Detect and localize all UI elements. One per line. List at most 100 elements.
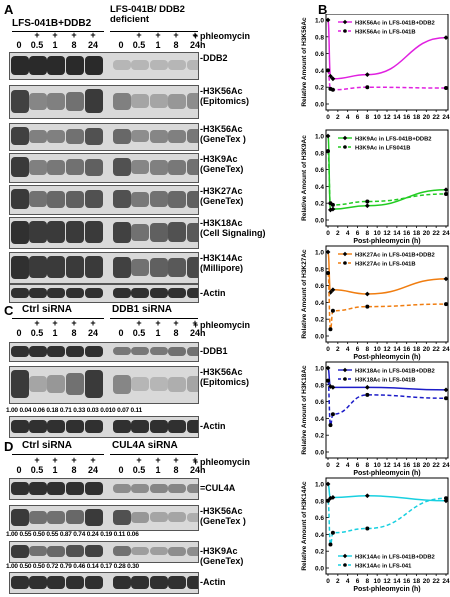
band — [113, 375, 131, 394]
band — [168, 191, 186, 208]
plus-sign: + — [136, 318, 142, 328]
x-tick-label: 24 — [442, 114, 450, 121]
data-point — [365, 85, 370, 90]
x-tick-label: 20 — [423, 578, 431, 585]
y-tick-label: 0.2 — [315, 85, 324, 92]
plus-sign: + — [71, 455, 77, 465]
band — [47, 375, 65, 393]
legend-label: H3K18Ac in LFS-041B — [355, 377, 416, 383]
x-tick-label: 18 — [413, 462, 421, 469]
band — [113, 93, 131, 110]
band — [29, 420, 47, 433]
blot-label: -Actin — [200, 577, 226, 587]
line-chart: 0.00.20.40.60.81.00 2 4 6 8 10 12 14 16 18 20 22 24R… — [301, 14, 450, 121]
band — [131, 484, 149, 493]
y-axis-label: Relative Amount of H3K56Ac — [301, 17, 308, 107]
band — [29, 160, 47, 175]
line-chart: 0.00.20.40.60.81.00 2 4 6 8 10 12 14 16 18 20 22 24P… — [301, 477, 450, 593]
legend-label: H3K56Ac in LFS-041B+DDB2 — [355, 20, 435, 26]
band — [187, 547, 198, 556]
band — [131, 192, 149, 207]
timepoint-label: 8 — [173, 40, 179, 50]
band — [131, 576, 149, 589]
data-point — [326, 149, 330, 154]
legend-label: H3K27Ac in LFS-041B — [355, 261, 416, 267]
series-line — [327, 19, 447, 80]
legend-marker — [343, 29, 347, 33]
data-point — [444, 191, 448, 196]
legend-marker — [343, 261, 347, 265]
band — [150, 420, 168, 433]
band — [29, 482, 47, 495]
band — [113, 222, 131, 243]
blot-label: -H3K56Ac (GeneTex ) — [200, 506, 246, 526]
plus-sign: + — [71, 30, 77, 40]
band — [47, 482, 65, 495]
band — [113, 129, 131, 144]
blot-label: -H3K56Ac (GeneTex ) — [200, 124, 246, 144]
band — [131, 377, 149, 391]
x-tick-label: 24 — [442, 578, 450, 585]
data-point — [444, 86, 448, 91]
legend-marker — [342, 19, 348, 25]
legend-label: H3K18Ac in LFS-041B+DDB2 — [355, 368, 435, 374]
band — [11, 288, 29, 298]
band — [29, 511, 47, 524]
timepoint-label: 0 — [16, 465, 22, 475]
band — [85, 545, 103, 557]
blot-strip — [9, 252, 199, 284]
band — [168, 130, 186, 143]
band — [131, 288, 149, 298]
timepoint-label: 24 — [189, 40, 200, 50]
band — [66, 288, 84, 298]
band — [11, 420, 29, 433]
band — [168, 347, 186, 356]
plus-sign: + — [52, 30, 58, 40]
x-tick-label: 4 — [346, 114, 350, 121]
band — [187, 576, 198, 589]
y-tick-label: 1.0 — [315, 134, 324, 141]
plus-sign: + — [52, 455, 58, 465]
y-tick-label: 1.0 — [315, 366, 324, 373]
treatment-plus: + — [193, 320, 199, 330]
x-tick-label: 0 — [326, 462, 330, 469]
band — [131, 224, 149, 241]
band — [131, 160, 149, 174]
band — [168, 420, 186, 433]
band — [85, 288, 103, 298]
band — [47, 288, 65, 298]
x-tick-label: 8 — [366, 114, 370, 121]
timepoint-label: 1 — [52, 328, 58, 338]
band — [29, 346, 47, 357]
group-underline — [12, 318, 104, 319]
band — [47, 160, 65, 175]
x-tick-label: 8 — [366, 346, 370, 353]
band — [168, 60, 186, 70]
band — [187, 288, 198, 298]
x-tick-label: 16 — [403, 346, 411, 353]
band — [66, 129, 84, 144]
band — [168, 484, 186, 493]
group-underline — [110, 31, 198, 32]
band — [113, 190, 131, 208]
x-tick-label: 6 — [356, 230, 360, 237]
plus-sign: + — [173, 318, 179, 328]
band — [187, 484, 198, 493]
band — [11, 545, 29, 558]
y-tick-label: 1.0 — [315, 250, 324, 257]
group-underline — [110, 318, 198, 319]
band — [113, 576, 131, 589]
treatment-plus: + — [193, 457, 199, 467]
data-point — [443, 498, 449, 504]
plus-sign: + — [155, 318, 161, 328]
data-point — [364, 72, 370, 77]
band — [85, 89, 103, 113]
x-tick-label: 16 — [403, 462, 411, 469]
data-point — [326, 378, 330, 383]
plus-sign: + — [136, 455, 142, 465]
band — [66, 256, 84, 278]
legend-marker — [342, 251, 348, 257]
y-tick-label: 0.4 — [315, 300, 324, 307]
timepoint-label: 1 — [155, 40, 161, 50]
x-tick-label: 20 — [423, 462, 431, 469]
